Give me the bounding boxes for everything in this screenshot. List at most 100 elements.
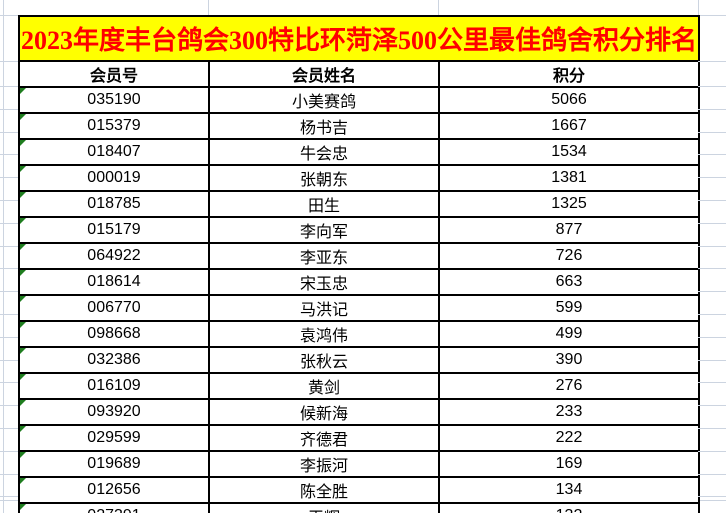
cell-points[interactable]: 499 [437,320,701,348]
cell-member-id[interactable]: 015379 [18,112,210,140]
cell-points[interactable]: 1325 [437,190,701,218]
cell-member-id[interactable]: 000019 [18,164,210,192]
cell-member-name[interactable]: 李亚东 [208,242,440,270]
cell-member-id[interactable]: 006770 [18,294,210,322]
cell-member-id[interactable]: 098668 [18,320,210,348]
gridline [698,291,726,292]
table-row: 093920 候新海 233 [18,398,701,426]
gridline [698,405,726,406]
cell-points[interactable]: 599 [437,294,701,322]
cell-member-name[interactable]: 马洪记 [208,294,440,322]
gridline [698,337,726,338]
cell-member-id[interactable]: 064922 [18,242,210,270]
cell-member-id[interactable]: 093920 [18,398,210,426]
cell-points[interactable]: 233 [437,398,701,426]
cell-member-name[interactable]: 宋玉忠 [208,268,440,296]
column-header-points[interactable]: 积分 [437,60,701,88]
cell-member-name[interactable]: 李向军 [208,216,440,244]
cell-member-id[interactable]: 029599 [18,424,210,452]
cell-member-name[interactable]: 李振河 [208,450,440,478]
cell-member-id[interactable]: 015179 [18,216,210,244]
cell-member-name[interactable]: 候新海 [208,398,440,426]
member-id-value: 018407 [87,143,141,160]
gridline [0,496,18,497]
gridline [698,246,726,247]
cell-member-name[interactable]: 黄剑 [208,372,440,400]
table-row: 015179 李向军 877 [18,216,701,244]
cell-member-name[interactable]: 杨书吉 [208,112,440,140]
gridline [698,451,726,452]
gridline [698,177,726,178]
gridline [698,0,699,15]
cell-points[interactable]: 1534 [437,138,701,166]
gridline [698,428,726,429]
cell-member-name[interactable]: 小美赛鸽 [208,86,440,114]
cell-member-id[interactable]: 027391 [18,502,210,513]
cell-error-indicator-icon [21,323,26,328]
cell-error-indicator-icon [21,375,26,380]
gridline [0,109,18,110]
cell-member-id[interactable]: 035190 [18,86,210,114]
gridline [698,200,726,201]
cell-points[interactable]: 134 [437,476,701,504]
cell-member-id[interactable]: 018785 [18,190,210,218]
gridline [698,496,726,497]
cell-error-indicator-icon [21,167,26,172]
table-row: 035190 小美赛鸽 5066 [18,86,701,114]
gridline [698,500,726,501]
cell-member-name[interactable]: 齐德君 [208,424,440,452]
cell-member-name[interactable]: 袁鸿伟 [208,320,440,348]
cell-member-id[interactable]: 032386 [18,346,210,374]
cell-member-id[interactable]: 018407 [18,138,210,166]
cell-points[interactable]: 726 [437,242,701,270]
member-id-value: 012656 [87,481,141,498]
gridline [0,382,18,383]
cell-points[interactable]: 222 [437,424,701,452]
sheet-title-cell[interactable]: 2023年度丰台鸽会300特比环菏泽500公里最佳鸽舍积分排名 [17,15,701,62]
cell-points[interactable]: 169 [437,450,701,478]
member-id-value: 018785 [87,195,141,212]
cell-points[interactable]: 663 [437,268,701,296]
table-row: 006770 马洪记 599 [18,294,701,322]
cell-member-name[interactable]: 王辉 [208,502,440,513]
gridline [438,0,439,15]
member-id-value: 098668 [87,325,141,342]
cell-points[interactable]: 5066 [437,86,701,114]
cell-points[interactable]: 276 [437,372,701,400]
gridline [698,86,726,87]
cell-member-id[interactable]: 019689 [18,450,210,478]
column-header-member-id[interactable]: 会员号 [18,60,210,88]
cell-points[interactable]: 390 [437,346,701,374]
table-row: 000019 张朝东 1381 [18,164,701,192]
cell-member-name[interactable]: 张朝东 [208,164,440,192]
cell-member-name[interactable]: 陈全胜 [208,476,440,504]
cell-error-indicator-icon [21,193,26,198]
member-id-value: 019689 [87,455,141,472]
cell-points[interactable]: 132 [437,502,701,513]
cell-member-name[interactable]: 牛会忠 [208,138,440,166]
member-id-value: 006770 [87,299,141,316]
table-row: 018785 田生 1325 [18,190,701,218]
cell-member-id[interactable]: 012656 [18,476,210,504]
gridline [0,405,18,406]
gridline [698,474,726,475]
table-row: 029599 齐德君 222 [18,424,701,452]
gridline [0,268,18,269]
cell-points[interactable]: 877 [437,216,701,244]
column-header-member-name[interactable]: 会员姓名 [208,60,440,88]
cell-points[interactable]: 1667 [437,112,701,140]
gridline [0,451,18,452]
cell-points[interactable]: 1381 [437,164,701,192]
member-id-value: 093920 [87,403,141,420]
member-id-value: 035190 [87,91,141,108]
cell-member-id[interactable]: 016109 [18,372,210,400]
cell-error-indicator-icon [21,453,26,458]
cell-member-name[interactable]: 张秋云 [208,346,440,374]
gridline [0,314,18,315]
cell-member-name[interactable]: 田生 [208,190,440,218]
gridline [698,132,726,133]
member-id-value: 027391 [87,507,140,513]
gridline [698,154,726,155]
cell-member-id[interactable]: 018614 [18,268,210,296]
